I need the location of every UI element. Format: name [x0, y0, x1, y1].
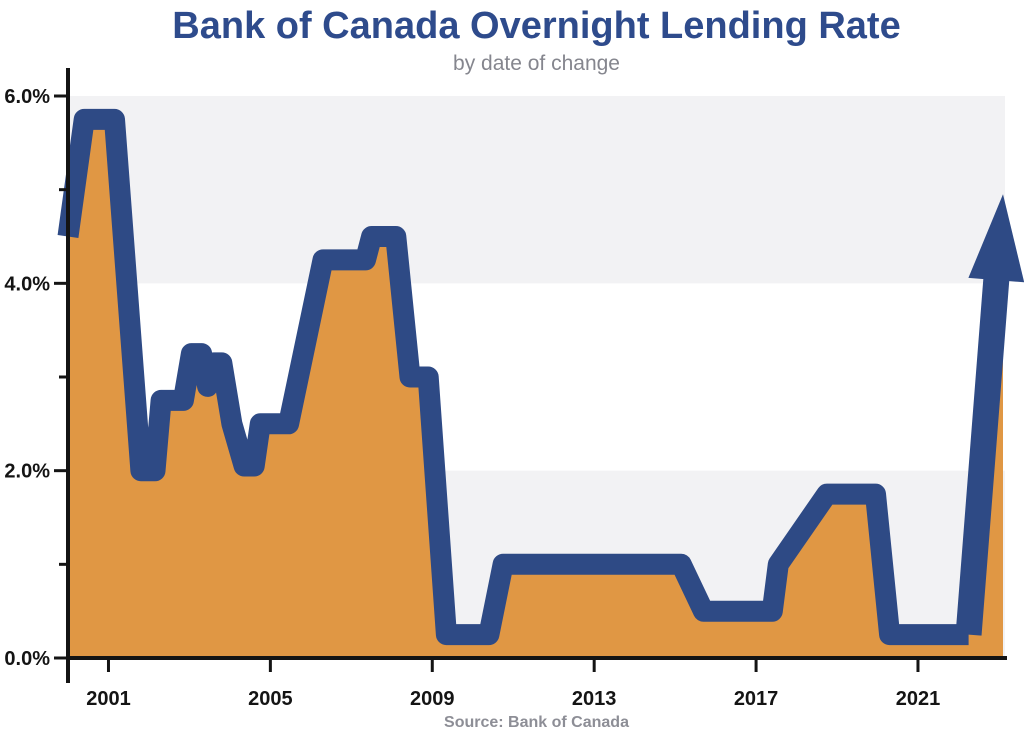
- chart-title: Bank of Canada Overnight Lending Rate: [172, 5, 901, 47]
- x-axis-label: 2013: [572, 688, 617, 710]
- y-axis-label: 4.0%: [4, 273, 50, 295]
- rate-area-fill: [68, 119, 1003, 658]
- chart-subtitle: by date of change: [453, 52, 620, 75]
- x-axis-label: 2021: [896, 688, 941, 710]
- y-axis-label: 0.0%: [4, 648, 50, 670]
- x-axis-label: 2001: [86, 688, 131, 710]
- source-text: Source: Bank of Canada: [444, 714, 629, 731]
- trend-arrow-head: [968, 194, 1024, 283]
- x-axis-label: 2009: [410, 688, 455, 710]
- background-band: [68, 96, 1005, 284]
- trend-arrow-shaft: [955, 261, 1011, 636]
- x-axis-label: 2005: [248, 688, 293, 710]
- y-axis-label: 6.0%: [4, 86, 50, 108]
- rate-line: [57, 108, 969, 646]
- x-axis-label: 2017: [734, 688, 779, 710]
- y-axis-label: 2.0%: [4, 461, 50, 483]
